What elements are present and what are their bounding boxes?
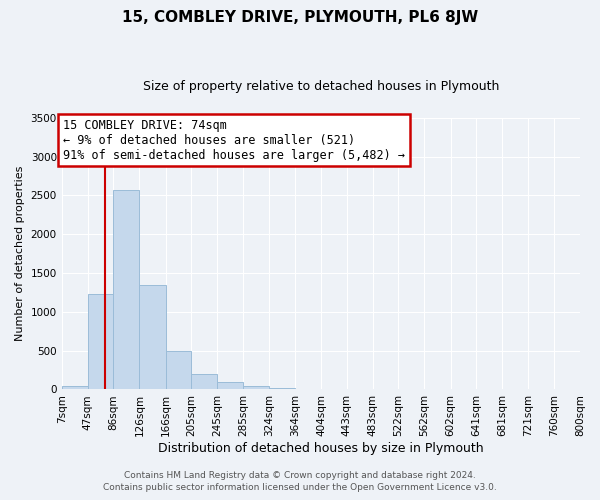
Title: Size of property relative to detached houses in Plymouth: Size of property relative to detached ho… (143, 80, 499, 93)
Bar (191, 374, 217, 390)
Text: 15 COMBLEY DRIVE: 74sqm
← 9% of detached houses are smaller (521)
91% of semi-de: 15 COMBLEY DRIVE: 74sqm ← 9% of detached… (63, 118, 405, 162)
Bar (113, 190, 139, 390)
Bar (217, 382, 244, 390)
Bar (166, 352, 191, 390)
Text: 15, COMBLEY DRIVE, PLYMOUTH, PL6 8JW: 15, COMBLEY DRIVE, PLYMOUTH, PL6 8JW (122, 10, 478, 25)
Bar (62, 386, 88, 390)
Bar (139, 284, 166, 390)
Bar (88, 294, 113, 390)
Y-axis label: Number of detached properties: Number of detached properties (15, 166, 25, 342)
Text: Contains HM Land Registry data © Crown copyright and database right 2024.
Contai: Contains HM Land Registry data © Crown c… (103, 471, 497, 492)
Bar (295, 388, 321, 390)
Bar (244, 386, 269, 390)
X-axis label: Distribution of detached houses by size in Plymouth: Distribution of detached houses by size … (158, 442, 484, 455)
Bar (269, 388, 295, 390)
